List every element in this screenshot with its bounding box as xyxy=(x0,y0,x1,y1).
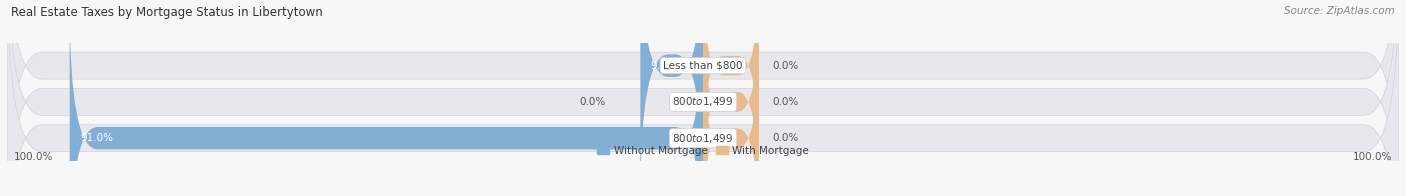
Text: $800 to $1,499: $800 to $1,499 xyxy=(672,95,734,108)
FancyBboxPatch shape xyxy=(70,4,703,196)
Text: Less than $800: Less than $800 xyxy=(664,61,742,71)
Text: 0.0%: 0.0% xyxy=(773,133,799,143)
Text: 9.0%: 9.0% xyxy=(651,61,678,71)
FancyBboxPatch shape xyxy=(7,0,1399,196)
Text: $800 to $1,499: $800 to $1,499 xyxy=(672,132,734,145)
Text: 100.0%: 100.0% xyxy=(1353,152,1392,162)
Text: 100.0%: 100.0% xyxy=(14,152,53,162)
Text: 0.0%: 0.0% xyxy=(579,97,606,107)
FancyBboxPatch shape xyxy=(7,0,1399,196)
Legend: Without Mortgage, With Mortgage: Without Mortgage, With Mortgage xyxy=(593,142,813,160)
Text: Real Estate Taxes by Mortgage Status in Libertytown: Real Estate Taxes by Mortgage Status in … xyxy=(11,6,323,19)
Text: 0.0%: 0.0% xyxy=(773,61,799,71)
FancyBboxPatch shape xyxy=(703,3,759,196)
Text: 91.0%: 91.0% xyxy=(80,133,112,143)
FancyBboxPatch shape xyxy=(703,0,759,165)
FancyBboxPatch shape xyxy=(7,0,1399,196)
FancyBboxPatch shape xyxy=(703,39,759,196)
Text: 0.0%: 0.0% xyxy=(773,97,799,107)
Text: Source: ZipAtlas.com: Source: ZipAtlas.com xyxy=(1284,6,1395,16)
FancyBboxPatch shape xyxy=(640,0,703,196)
